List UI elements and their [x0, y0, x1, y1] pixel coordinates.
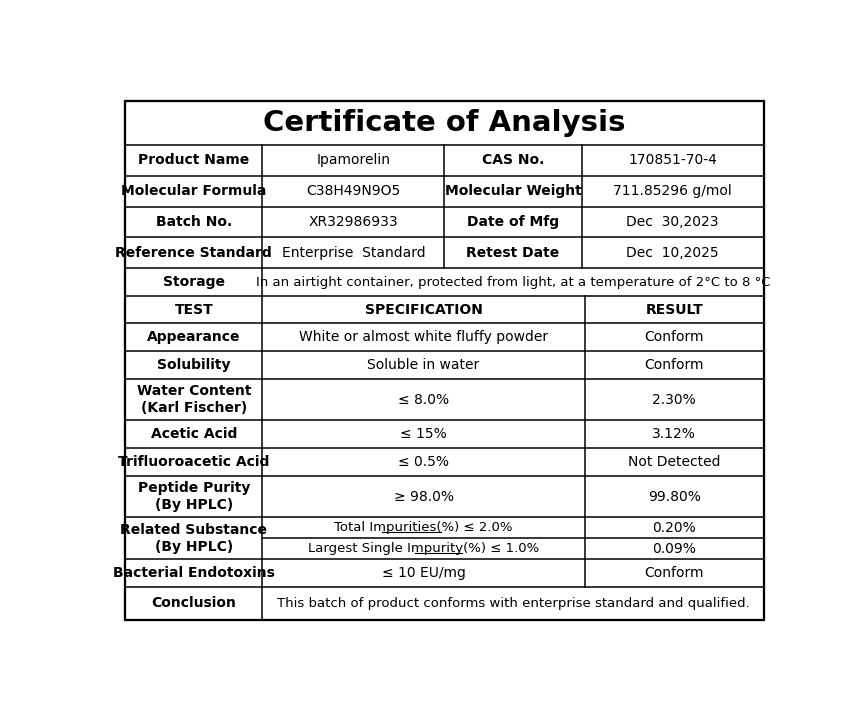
- Text: Conform: Conform: [644, 330, 704, 344]
- Text: Date of Mfg: Date of Mfg: [467, 215, 559, 229]
- Text: Not Detected: Not Detected: [628, 455, 720, 468]
- Text: Water Content
(Karl Fischer): Water Content (Karl Fischer): [136, 384, 251, 414]
- Text: White or almost white fluffy powder: White or almost white fluffy powder: [299, 330, 548, 344]
- Text: Dec  30,2023: Dec 30,2023: [626, 215, 719, 229]
- Text: In an airtight container, protected from light, at a temperature of 2°C to 8 °C: In an airtight container, protected from…: [256, 276, 770, 288]
- Text: SPECIFICATION: SPECIFICATION: [365, 303, 483, 317]
- Text: Batch No.: Batch No.: [156, 215, 231, 229]
- Text: Largest Single Impurity(%) ≤ 1.0%: Largest Single Impurity(%) ≤ 1.0%: [308, 543, 539, 555]
- Text: This batch of product conforms with enterprise standard and qualified.: This batch of product conforms with ente…: [277, 597, 749, 610]
- Text: 99.80%: 99.80%: [648, 490, 701, 503]
- Text: Storage: Storage: [163, 275, 225, 289]
- Text: Product Name: Product Name: [138, 153, 250, 167]
- Text: 3.12%: 3.12%: [652, 427, 696, 441]
- Text: Trifluoroacetic Acid: Trifluoroacetic Acid: [118, 455, 270, 468]
- Text: Acetic Acid: Acetic Acid: [151, 427, 237, 441]
- Text: 0.09%: 0.09%: [652, 542, 696, 556]
- Text: Soluble in water: Soluble in water: [368, 358, 479, 372]
- Text: C38H49N9O5: C38H49N9O5: [306, 184, 401, 198]
- Text: Certificate of Analysis: Certificate of Analysis: [263, 109, 626, 137]
- Text: Peptide Purity
(By HPLC): Peptide Purity (By HPLC): [138, 481, 250, 512]
- Text: ≤ 0.5%: ≤ 0.5%: [398, 455, 449, 468]
- Text: Bacterial Endotoxins: Bacterial Endotoxins: [113, 566, 275, 580]
- Text: ≤ 8.0%: ≤ 8.0%: [398, 392, 449, 407]
- Text: ≤ 10 EU/mg: ≤ 10 EU/mg: [381, 566, 466, 580]
- Text: Molecular Weight: Molecular Weight: [445, 184, 582, 198]
- Text: 2.30%: 2.30%: [652, 392, 696, 407]
- Text: CAS No.: CAS No.: [482, 153, 544, 167]
- Text: ≥ 98.0%: ≥ 98.0%: [394, 490, 453, 503]
- Text: Appearance: Appearance: [147, 330, 240, 344]
- Text: Retest Date: Retest Date: [466, 246, 559, 260]
- Text: RESULT: RESULT: [645, 303, 703, 317]
- Text: Conclusion: Conclusion: [152, 597, 236, 610]
- Text: Enterprise  Standard: Enterprise Standard: [282, 246, 425, 260]
- Text: Conform: Conform: [644, 358, 704, 372]
- Text: Related Substance
(By HPLC): Related Substance (By HPLC): [121, 523, 267, 553]
- Text: Conform: Conform: [644, 566, 704, 580]
- Text: 170851-70-4: 170851-70-4: [628, 153, 717, 167]
- Text: 711.85296 g/mol: 711.85296 g/mol: [613, 184, 732, 198]
- Text: 0.20%: 0.20%: [652, 521, 696, 535]
- Text: Total Impurities(%) ≤ 2.0%: Total Impurities(%) ≤ 2.0%: [335, 521, 513, 535]
- Text: ≤ 15%: ≤ 15%: [401, 427, 447, 441]
- Text: Molecular Formula: Molecular Formula: [121, 184, 266, 198]
- Text: XR32986933: XR32986933: [309, 215, 398, 229]
- Text: Solubility: Solubility: [157, 358, 231, 372]
- Text: TEST: TEST: [174, 303, 213, 317]
- Text: Dec  10,2025: Dec 10,2025: [626, 246, 719, 260]
- Text: Ipamorelin: Ipamorelin: [316, 153, 390, 167]
- Text: Reference Standard: Reference Standard: [115, 246, 272, 260]
